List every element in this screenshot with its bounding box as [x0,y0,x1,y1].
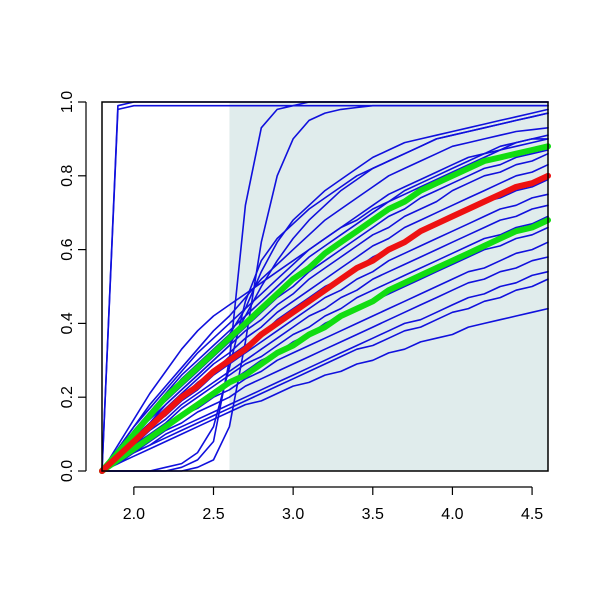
y-tick-label: 0.4 [59,312,76,334]
sample-series-line-15 [101,215,549,472]
sample-series-line-10 [101,152,549,472]
x-tick-label: 2.5 [202,506,224,523]
sample-series-line-14 [101,204,549,472]
y-tick-label: 1.0 [59,91,76,113]
band-series-line-25 [99,217,551,474]
sample-series-line-18 [101,256,549,472]
sample-series-line-23 [101,112,549,472]
sample-series-line-22 [101,138,549,472]
sample-series-line-6 [101,127,549,472]
median-series-line-26 [99,172,551,474]
band-series-line-24 [99,143,551,474]
x-tick-label: 3.5 [362,506,384,523]
sample-series-line-20 [101,278,549,472]
x-tick-label: 4.5 [521,506,543,523]
x-tick-label: 3.0 [282,506,304,523]
sample-series-line-7 [101,134,549,472]
sample-series-line-19 [101,270,549,472]
y-tick-label: 0.8 [59,165,76,187]
y-tick-label: 0.0 [59,460,76,482]
y-tick-label: 0.6 [59,238,76,260]
x-tick-label: 2.0 [123,506,145,523]
y-tick-label: 0.2 [59,386,76,408]
plot-frame [101,101,549,472]
x-tick-label: 4.0 [441,506,463,523]
sample-series-line-21 [101,307,549,472]
